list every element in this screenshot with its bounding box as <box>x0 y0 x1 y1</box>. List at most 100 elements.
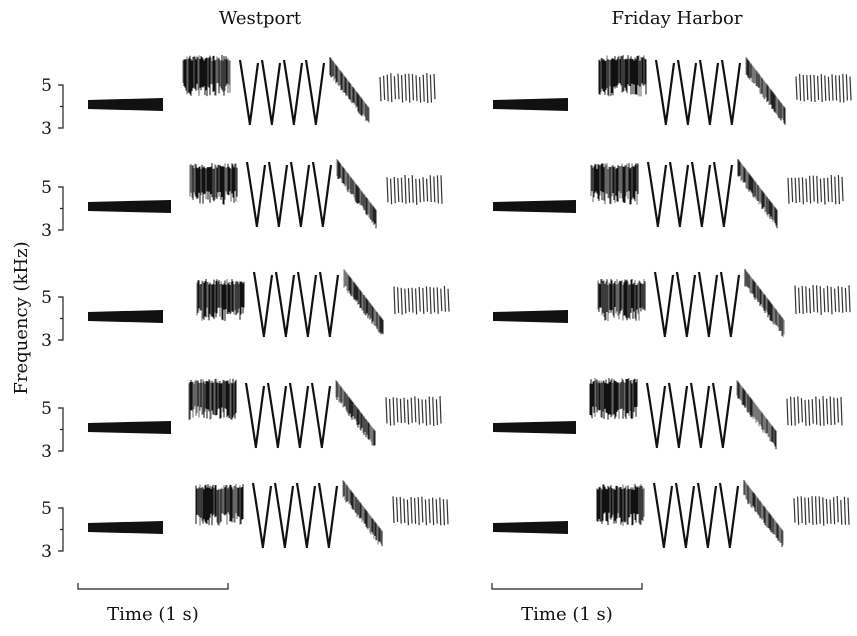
note-stroke <box>260 59 282 126</box>
trill-stroke <box>826 285 829 313</box>
trill-stroke <box>429 287 432 314</box>
trill-stroke <box>385 397 388 424</box>
tick-label: 3 <box>41 542 52 562</box>
spectrogram <box>88 55 436 126</box>
spectrogram <box>88 159 443 229</box>
trill-stroke <box>830 286 833 315</box>
note-stroke <box>238 59 260 126</box>
trill-stroke <box>400 287 403 315</box>
trill-stroke <box>392 496 395 523</box>
trill-stroke <box>392 397 395 426</box>
trill-stroke <box>422 177 425 202</box>
trill-stroke <box>411 74 414 101</box>
note-stroke <box>698 59 720 126</box>
trill-stroke <box>411 287 414 313</box>
trill-stroke <box>827 177 830 202</box>
trill-stroke <box>836 496 839 523</box>
trill-stroke <box>841 286 844 313</box>
trill-stroke <box>414 396 417 423</box>
trill-stroke <box>817 75 820 100</box>
trill-stroke <box>425 399 428 426</box>
trill-stroke <box>816 175 819 204</box>
trill-stroke <box>424 499 427 526</box>
trill-stroke <box>432 497 435 526</box>
trill-stroke <box>835 75 838 101</box>
note-stroke <box>289 161 311 228</box>
trill-stroke <box>433 73 436 100</box>
trill-stroke <box>819 178 822 203</box>
trill-stroke <box>793 498 796 523</box>
trill-stroke <box>439 395 442 424</box>
trill-stroke <box>787 177 790 204</box>
trill-stroke <box>406 499 409 526</box>
trill-stroke <box>428 396 431 425</box>
trill-stroke <box>794 177 797 203</box>
column-title: Friday Harbor <box>612 8 743 29</box>
trill-stroke <box>401 75 404 103</box>
spectrogram <box>493 55 852 126</box>
note-stroke <box>288 382 310 449</box>
trill-stroke <box>795 76 798 100</box>
trill-stroke <box>446 499 449 525</box>
trill-stroke <box>421 496 424 523</box>
tick-label: 5 <box>41 499 52 519</box>
spectrogram <box>88 269 450 338</box>
spectrogram <box>493 480 850 549</box>
note-stroke <box>317 482 339 549</box>
trill-stroke <box>404 288 407 314</box>
trill-stroke <box>417 497 420 526</box>
time-label: Time (1 s) <box>521 604 613 625</box>
trill-stroke <box>848 285 851 313</box>
trill-stroke <box>816 285 819 313</box>
note-stroke <box>667 382 689 449</box>
trill-stroke <box>426 72 429 103</box>
note-stroke <box>267 161 289 228</box>
trill-stroke <box>415 75 418 102</box>
note-stroke <box>676 59 698 126</box>
note-stroke <box>274 271 296 338</box>
trill-stroke <box>811 399 814 424</box>
trill-stroke <box>827 76 830 101</box>
trill-stroke <box>833 497 836 525</box>
trill-stroke <box>404 73 407 101</box>
trill-stroke <box>436 287 439 314</box>
trill-stroke <box>798 177 801 203</box>
trill-stroke <box>436 175 439 204</box>
frequency-bracket <box>58 186 64 231</box>
trill-stroke <box>800 496 803 524</box>
trill-stroke <box>812 285 815 312</box>
trill-stroke <box>410 397 413 423</box>
time-scale-bars <box>77 583 643 590</box>
trill-stroke <box>842 73 845 103</box>
note-stroke <box>718 482 740 549</box>
tick-label: 3 <box>41 331 52 351</box>
trill-stroke <box>386 177 389 203</box>
trill-stroke <box>799 73 802 101</box>
trill-stroke <box>379 76 382 102</box>
note-stroke <box>645 382 667 449</box>
note-stroke <box>310 382 332 449</box>
trill-stroke <box>840 499 843 525</box>
trill-stroke <box>798 287 801 314</box>
trill-stroke <box>808 399 811 426</box>
trill-stroke <box>822 396 825 426</box>
trill-stroke <box>415 178 418 205</box>
note-stroke <box>304 59 326 126</box>
trill-stroke <box>435 499 438 524</box>
trill-stroke <box>435 399 438 426</box>
trill-stroke <box>393 176 396 204</box>
tick-label: 3 <box>41 442 52 462</box>
trill-stroke <box>790 396 793 426</box>
trill-stroke <box>432 397 435 427</box>
whistle <box>88 200 171 213</box>
trill-stroke <box>428 498 431 524</box>
trill-stroke <box>440 288 443 312</box>
trill-stroke <box>815 496 818 525</box>
trill-stroke <box>439 497 442 526</box>
trill-stroke <box>422 74 425 102</box>
trill-stroke <box>818 496 821 524</box>
trill-stroke <box>397 178 400 203</box>
note-stroke <box>273 482 295 549</box>
time-scale-bar <box>77 583 229 590</box>
trill-stroke <box>837 175 840 205</box>
